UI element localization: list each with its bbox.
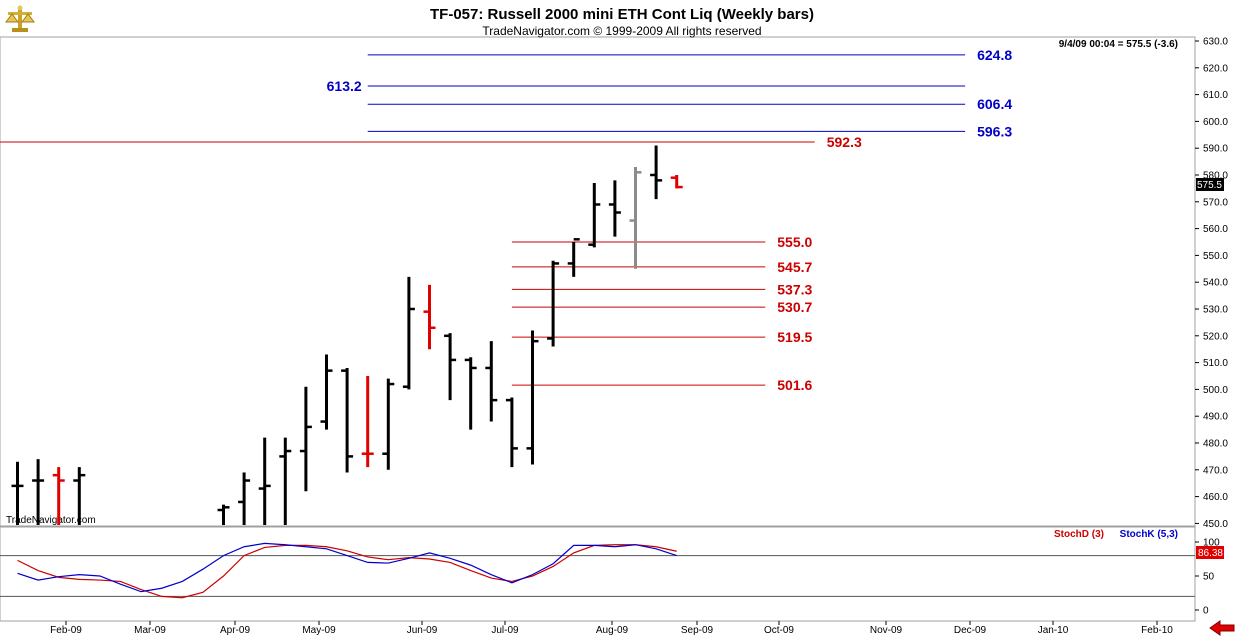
y-tick-label: 480.0 — [1203, 439, 1228, 450]
x-tick-label: Jan-10 — [1038, 625, 1069, 636]
y-tick-label: 560.0 — [1203, 224, 1228, 235]
level-label: 530.7 — [777, 299, 812, 315]
chart-subtitle: TradeNavigator.com © 1999-2009 All right… — [482, 24, 761, 38]
x-tick-label: Mar-09 — [134, 625, 166, 636]
scroll-left-arrow-icon[interactable] — [1208, 620, 1236, 636]
y-tick-label: 520.0 — [1203, 331, 1228, 342]
osc-series-line — [17, 542, 677, 593]
date-x-axis: Feb-09 Mar-09 Apr-09 May-09 Jun-09 Jul-09 Aug-… — [50, 621, 1173, 636]
y-tick-label: 630.0 — [1203, 37, 1228, 48]
last-price-tag: 575.5 — [1197, 180, 1222, 191]
quote-line: 9/4/09 00:04 = 575.5 (-3.6) — [1059, 39, 1178, 50]
level-label: 537.3 — [777, 281, 812, 297]
x-tick-label: Oct-09 — [764, 625, 794, 636]
level-label: 596.3 — [977, 123, 1012, 139]
x-tick-label: Apr-09 — [220, 625, 250, 636]
last-price-tag-bg — [1196, 178, 1224, 191]
y-tick-label: 450.0 — [1203, 519, 1228, 530]
x-tick-label: Dec-09 — [954, 625, 987, 636]
osc-series-line — [17, 544, 677, 599]
y-tick-label: 470.0 — [1203, 465, 1228, 476]
watermark: TradeNavigator.com — [6, 515, 96, 526]
y-tick-label: 540.0 — [1203, 278, 1228, 289]
x-tick-label: Feb-10 — [1141, 625, 1173, 636]
level-label: 624.8 — [977, 47, 1012, 63]
oscillator-panel-frame — [0, 526, 1196, 622]
level-label: 592.3 — [827, 134, 862, 150]
y-tick-label: 500.0 — [1203, 385, 1228, 396]
gold-scale-logo-icon — [5, 5, 35, 32]
chart-title: TF-057: Russell 2000 mini ETH Cont Liq (… — [430, 6, 814, 23]
level-label: 606.4 — [977, 96, 1012, 112]
x-tick-label: May-09 — [302, 625, 336, 636]
osc-y-tick-label: 50 — [1203, 572, 1215, 583]
stochastic-oscillator: 100 50 0 — [0, 538, 1220, 617]
osc-y-tick-label: 0 — [1203, 606, 1209, 617]
price-panel-frame — [0, 36, 1196, 527]
level-label: 501.6 — [777, 377, 812, 393]
y-tick-label: 530.0 — [1203, 305, 1228, 316]
y-tick-label: 570.0 — [1203, 197, 1228, 208]
x-tick-label: Aug-09 — [596, 625, 629, 636]
y-tick-label: 610.0 — [1203, 90, 1228, 101]
y-tick-label: 490.0 — [1203, 412, 1228, 423]
x-tick-label: Jul-09 — [491, 625, 519, 636]
y-tick-label: 620.0 — [1203, 63, 1228, 74]
y-tick-label: 460.0 — [1203, 492, 1228, 503]
osc-value-tag: 86.38 — [1198, 548, 1223, 559]
y-tick-label: 590.0 — [1203, 144, 1228, 155]
level-label: 555.0 — [777, 234, 812, 250]
x-tick-label: Feb-09 — [50, 625, 82, 636]
ohlc-bars — [11, 145, 683, 525]
level-label: 613.2 — [327, 78, 362, 94]
osc-y-tick-label: 100 — [1203, 538, 1220, 549]
y-tick-label: 580.0 — [1203, 171, 1228, 182]
x-tick-label: Nov-09 — [870, 625, 903, 636]
y-tick-label: 510.0 — [1203, 358, 1228, 369]
osc-value-tag-bg — [1196, 546, 1224, 559]
stochk-legend: StochK (5,3) — [1120, 529, 1178, 540]
x-tick-label: Jun-09 — [407, 625, 438, 636]
level-label: 545.7 — [777, 259, 812, 275]
price-y-axis: 630.0 620.0 610.0 600.0 590.0 580.0 570.0 560.0… — [1195, 37, 1228, 530]
y-tick-label: 550.0 — [1203, 251, 1228, 262]
stochd-legend: StochD (3) — [1054, 529, 1104, 540]
x-tick-label: Sep-09 — [681, 625, 714, 636]
y-tick-label: 600.0 — [1203, 117, 1228, 128]
price-levels: 624.8 613.2 606.4 596.3 592.3 555.0 545.7 537.3… — [0, 47, 1012, 393]
level-label: 519.5 — [777, 329, 812, 345]
